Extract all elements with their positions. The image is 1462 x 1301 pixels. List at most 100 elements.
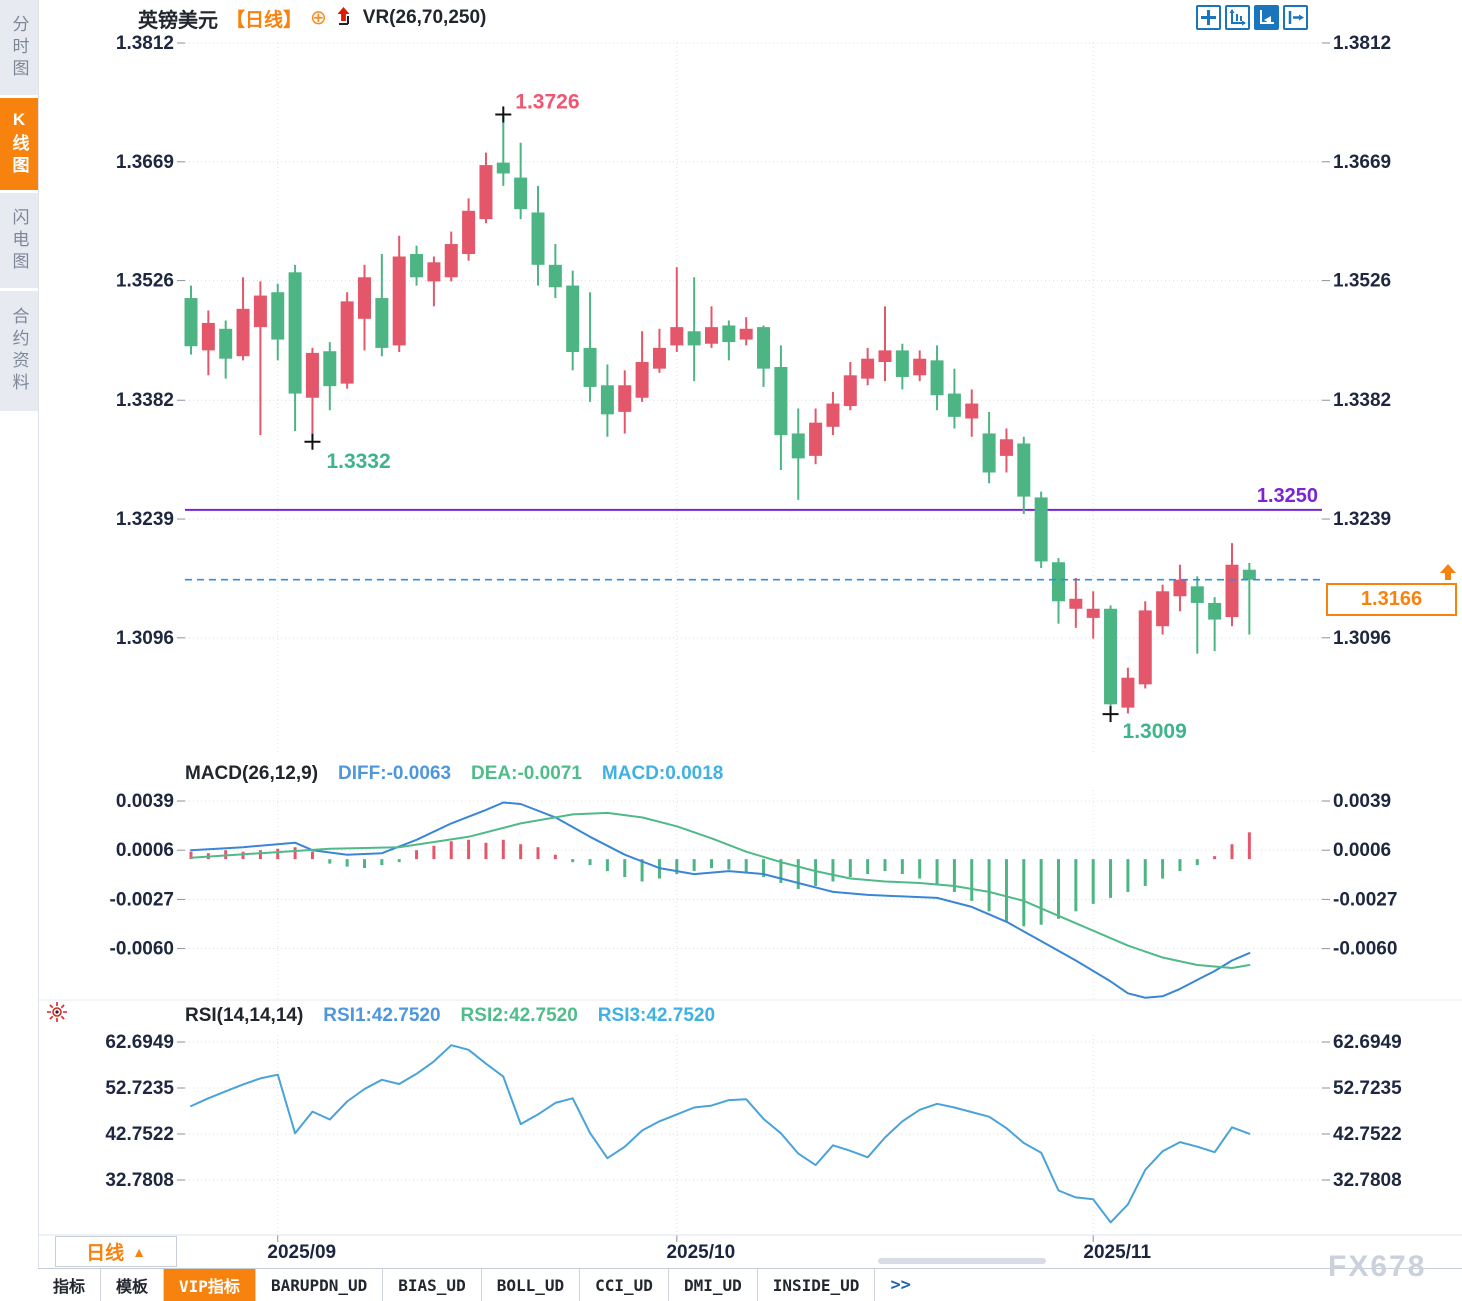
macd-title: MACD(26,12,9) xyxy=(185,763,319,784)
bottom-tab-1[interactable]: 指标 xyxy=(38,1269,102,1301)
candle-body xyxy=(1242,569,1256,580)
axis-label: 0.0006 xyxy=(116,840,174,861)
candle-body xyxy=(965,403,979,419)
candle-body xyxy=(600,385,614,415)
candle-body xyxy=(462,210,476,255)
chart-header: 英镑美元 【日线】 ⊕ VR(26,70,250) xyxy=(138,5,487,32)
candle-body xyxy=(479,165,493,220)
axis-play-icon[interactable] xyxy=(1254,5,1279,30)
candle-body xyxy=(392,256,406,346)
axis-label: 62.6949 xyxy=(105,1032,174,1053)
axis-label: 0.0006 xyxy=(1333,840,1391,861)
candle-body xyxy=(340,301,354,384)
rsi-title: RSI(14,14,14) xyxy=(185,1005,304,1026)
axis-label: 32.7808 xyxy=(105,1170,174,1191)
candle-body xyxy=(930,360,944,396)
rsi1-value: RSI1:42.7520 xyxy=(323,1005,441,1026)
candle-body xyxy=(1104,608,1118,705)
current-price-value: 1.3166 xyxy=(1360,588,1423,610)
candle-body xyxy=(1208,602,1222,620)
bottom-tab-3[interactable]: VIP指标 xyxy=(164,1269,256,1301)
rsi2-value: RSI2:42.7520 xyxy=(460,1005,578,1026)
candle-body xyxy=(1069,598,1083,609)
chart-canvas[interactable]: 1.3812 1.3812 1.3669 1.3669 1.3526 1.3526 1.33… xyxy=(0,0,1462,1268)
period-label: 日线 xyxy=(86,1243,125,1264)
candle-body xyxy=(1173,579,1187,597)
rsi-header: RSI(14,14,14) RSI1:42.7520 RSI2:42.7520 … xyxy=(185,1005,715,1027)
low-price-annotation: 1.3009 xyxy=(1123,720,1187,743)
candle-body xyxy=(652,347,666,369)
candle-body xyxy=(583,347,597,387)
candle-body xyxy=(705,327,718,344)
candle-body xyxy=(305,352,319,398)
chart-toolbar xyxy=(1196,5,1308,30)
candle-body xyxy=(219,328,233,359)
macd-macd-value: MACD:0.0018 xyxy=(601,763,724,784)
candle-body xyxy=(1121,677,1135,708)
add-indicator-icon[interactable]: ⊕ xyxy=(310,7,327,29)
bottom-tab-5[interactable]: BIAS_UD xyxy=(383,1269,482,1301)
candle-body xyxy=(184,298,198,347)
candle-body xyxy=(999,439,1013,456)
axis-label: 1.3812 xyxy=(116,33,174,54)
axis-label: 1.3096 xyxy=(116,628,174,649)
candle-body xyxy=(271,292,285,340)
candle-body xyxy=(496,162,510,174)
macd-dea-value: DEA:-0.0071 xyxy=(471,763,582,784)
candle-body xyxy=(895,350,909,377)
candle-body xyxy=(687,331,701,346)
macd-header: MACD(26,12,9) DIFF:-0.0063 DEA:-0.0071 M… xyxy=(185,763,723,785)
candle-body xyxy=(1190,586,1204,603)
bottom-tab-4[interactable]: BARUPDN_UD xyxy=(256,1269,384,1301)
indicator-settings-sun-icon[interactable] xyxy=(46,1001,68,1023)
axis-label: 0.0039 xyxy=(116,791,174,812)
axis-label: 1.3382 xyxy=(1333,390,1391,411)
axis-label: 1.3382 xyxy=(116,390,174,411)
indicator-tab-strip: 指标 模板 VIP指标 BARUPDN_UD BIAS_UD BOLL_UD CCI_UD D… xyxy=(38,1268,1462,1301)
period-tag: 【日线】 xyxy=(226,9,303,31)
axis-label: 1.3669 xyxy=(1333,152,1391,173)
bottom-tab-6[interactable]: BOLL_UD xyxy=(482,1269,581,1301)
candle-body xyxy=(1086,608,1100,618)
sidebar-tab-2[interactable]: K线图 xyxy=(0,98,38,190)
candle-body xyxy=(722,325,736,343)
axis-label: 1.3526 xyxy=(116,271,174,292)
sidebar-tab-4[interactable]: 合约资料 xyxy=(0,291,38,411)
date-axis-label: 2025/11 xyxy=(1083,1242,1151,1263)
candle-body xyxy=(791,433,805,459)
macd-diff-line xyxy=(190,801,1251,999)
axis-label: 52.7235 xyxy=(1333,1078,1402,1099)
candle-body xyxy=(566,285,580,353)
arrow-up-indicator-icon[interactable] xyxy=(335,6,353,31)
candle-body xyxy=(548,264,562,288)
bottom-tab-9[interactable]: INSIDE_UD xyxy=(758,1269,876,1301)
candle-body xyxy=(201,322,215,351)
axis-scale-icon[interactable] xyxy=(1225,5,1250,30)
axis-label: -0.0060 xyxy=(110,939,174,960)
date-axis-label: 2025/09 xyxy=(267,1242,336,1263)
vr-indicator-label: VR(26,70,250) xyxy=(362,7,487,28)
axis-label: 1.3812 xyxy=(1333,33,1391,54)
candle-body xyxy=(739,328,753,340)
sidebar-tab-3[interactable]: 闪电图 xyxy=(0,193,38,288)
crosshair-move-icon[interactable] xyxy=(1196,5,1221,30)
more-tabs-button[interactable]: >> xyxy=(890,1275,911,1295)
tab-scrollbar[interactable] xyxy=(878,1258,1046,1264)
support-line-label: 1.3250 xyxy=(1257,485,1318,507)
low-price-annotation: 1.3332 xyxy=(326,450,390,473)
macd-dea-line xyxy=(190,811,1251,969)
axis-label: 0.0039 xyxy=(1333,791,1391,812)
bottom-tab-2[interactable]: 模板 xyxy=(101,1269,165,1301)
symbol-title: 英镑美元 xyxy=(138,9,218,32)
candle-body xyxy=(375,298,389,348)
sidebar-tab-1[interactable]: 分时图 xyxy=(0,0,38,95)
pan-right-icon[interactable] xyxy=(1283,5,1308,30)
candle-body xyxy=(670,327,684,346)
axis-label: 62.6949 xyxy=(1333,1032,1402,1053)
bottom-tab-8[interactable]: DMI_UD xyxy=(669,1269,758,1301)
period-dropdown-button[interactable]: 日线 ▲ xyxy=(55,1236,177,1267)
bottom-tab-7[interactable]: CCI_UD xyxy=(580,1269,669,1301)
candle-body xyxy=(913,358,927,376)
candle-body xyxy=(861,358,875,379)
candle-body xyxy=(444,244,458,278)
